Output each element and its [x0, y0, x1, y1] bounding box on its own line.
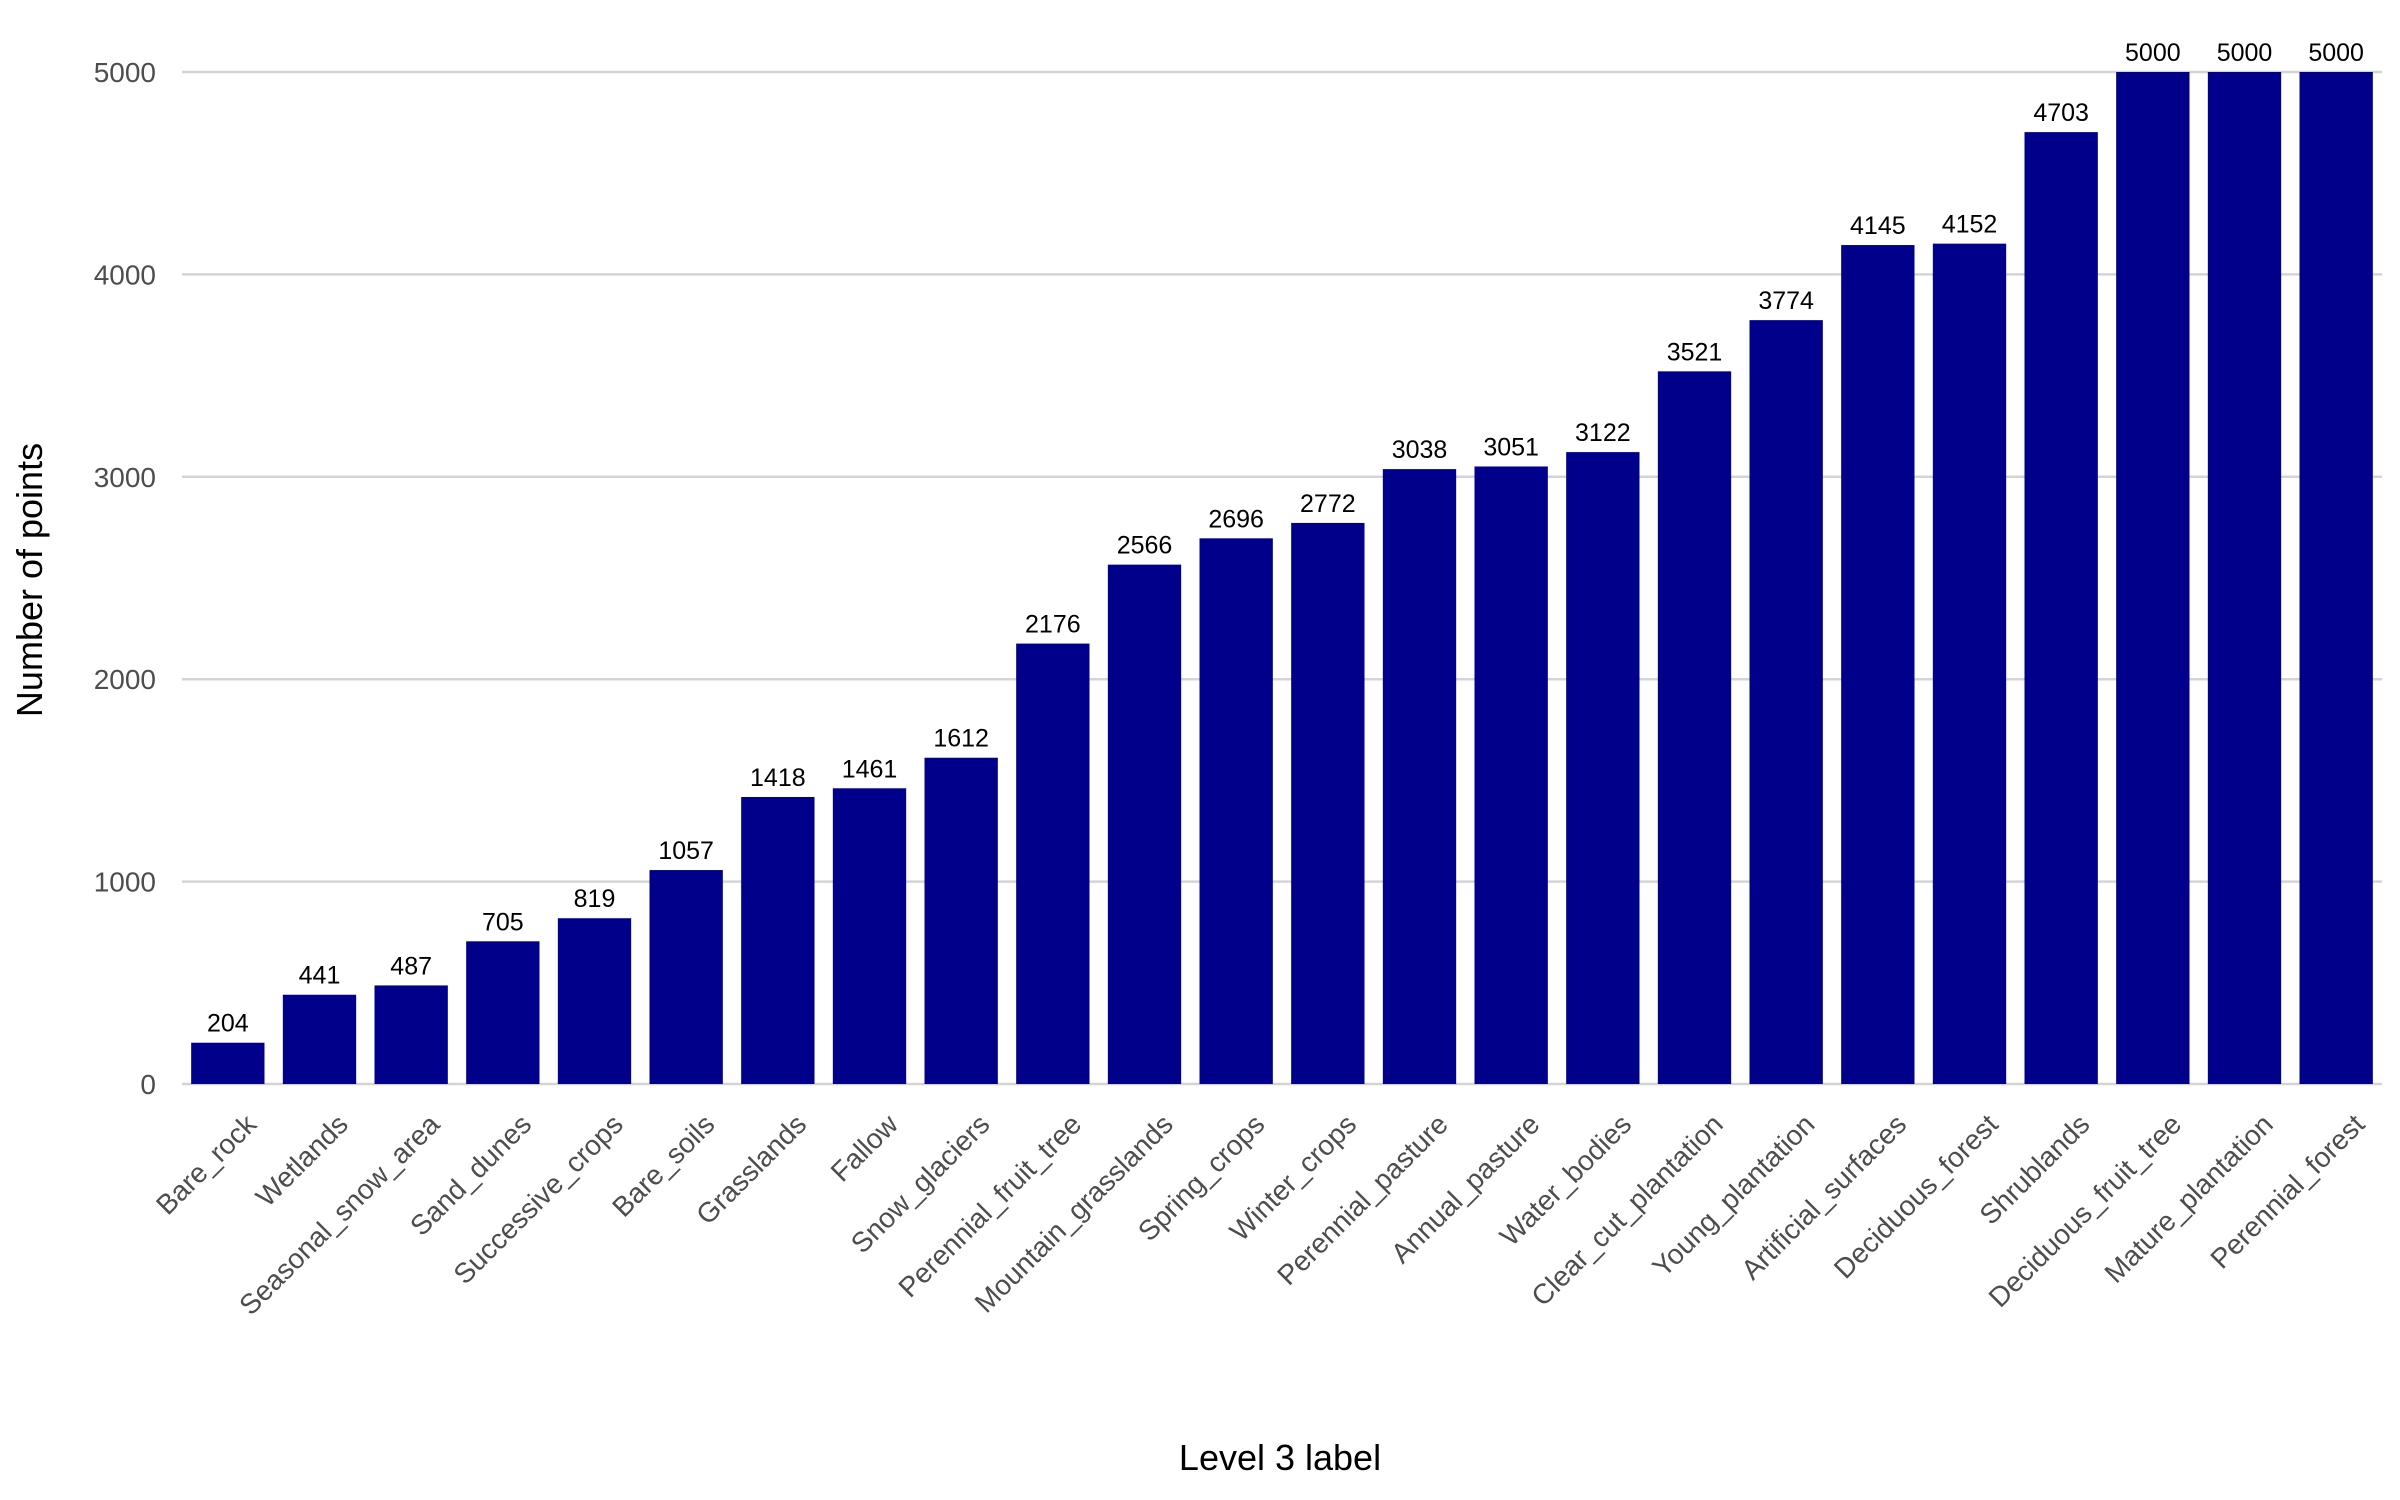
data-label: 204 — [207, 1010, 249, 1038]
data-label: 2176 — [1025, 611, 1081, 639]
data-labels: 204 441 487 705 819 1057 1418 1461 1612 2176 2566 2… — [207, 39, 2364, 1038]
bar-water-bodies — [1566, 452, 1640, 1085]
x-tick-label: Bare_rock — [150, 1108, 263, 1221]
data-label: 3122 — [1575, 419, 1631, 447]
y-tick-label: 2000 — [94, 664, 156, 695]
bar-shrublands — [2024, 132, 2098, 1084]
bar-wetlands — [282, 994, 357, 1084]
bar-bare-rock — [191, 1042, 265, 1084]
bar-spring-crops — [1199, 538, 1273, 1084]
bars — [191, 72, 2373, 1085]
x-axis-ticks: Bare_rockWetlandsSeasonal_snow_areaSand_… — [150, 1108, 2371, 1321]
data-label: 819 — [574, 885, 616, 913]
bar-deciduous-forest — [1932, 243, 2007, 1084]
data-label: 1461 — [842, 755, 898, 783]
y-tick-label: 3000 — [94, 462, 156, 493]
data-label: 4152 — [1942, 211, 1998, 239]
data-label: 4703 — [2033, 99, 2089, 127]
x-tick-label: Successive_crops — [447, 1108, 628, 1289]
x-tick-label: Perennial_forest — [2204, 1108, 2370, 1274]
y-axis-ticks: 0 1000 2000 3000 4000 5000 — [94, 57, 156, 1100]
y-tick-label: 4000 — [94, 259, 156, 290]
data-label: 1612 — [933, 725, 989, 753]
bar-perennial-fruit-tree — [1016, 643, 1090, 1084]
y-tick-label: 1000 — [94, 867, 156, 898]
data-label: 2696 — [1208, 505, 1264, 533]
bar-sand-dunes — [466, 941, 540, 1084]
bar-mature-plantation — [2207, 72, 2282, 1084]
data-label: 441 — [299, 962, 341, 990]
bar-seasonal-snow-area — [374, 985, 448, 1084]
data-label: 3774 — [1758, 287, 1814, 315]
bar-artificial-surfaces — [1841, 245, 1915, 1084]
x-tick-label: Perennial_fruit_tree — [892, 1108, 1087, 1303]
x-tick-label: Artificial_surfaces — [1735, 1108, 1912, 1285]
bar-snow-glaciers — [924, 757, 998, 1084]
bar-winter-crops — [1291, 522, 1365, 1084]
bar-bare-soils — [649, 870, 723, 1084]
bar-annual-pasture — [1474, 466, 1548, 1084]
bar-perennial-forest — [2299, 72, 2373, 1084]
data-label: 487 — [390, 952, 432, 980]
bar-successive-crops — [557, 918, 632, 1084]
bar-mountain-grasslands — [1107, 564, 1182, 1084]
data-label: 5000 — [2125, 39, 2181, 67]
bar-clear-cut-plantation — [1657, 371, 1732, 1084]
data-label: 3521 — [1667, 338, 1723, 366]
data-label: 3038 — [1392, 436, 1448, 464]
x-tick-label: Deciduous_forest — [1828, 1108, 2004, 1284]
x-tick-label: Mature_plantation — [2098, 1108, 2278, 1288]
bar-grasslands — [741, 796, 815, 1084]
bar-perennial-pasture — [1382, 469, 1457, 1085]
y-axis-title: Number of points — [9, 443, 50, 717]
x-tick-label: Young_plantation — [1646, 1108, 1820, 1282]
gridlines — [182, 70, 2382, 1086]
y-tick-label: 0 — [140, 1069, 156, 1100]
bar-fallow — [832, 788, 907, 1084]
data-label: 2566 — [1117, 532, 1173, 560]
data-label: 1418 — [750, 764, 806, 792]
bar-young-plantation — [1749, 320, 1823, 1084]
data-label: 4145 — [1850, 212, 1906, 240]
bar-deciduous-fruit-tree — [2116, 72, 2190, 1084]
x-axis-title: Level 3 label — [1179, 1437, 1381, 1478]
data-label: 2772 — [1300, 490, 1356, 518]
x-tick-label: Fallow — [825, 1108, 905, 1188]
data-label: 1057 — [658, 837, 714, 865]
x-tick-label: Perennial_pasture — [1271, 1108, 1454, 1291]
y-tick-label: 5000 — [94, 57, 156, 88]
data-label: 5000 — [2308, 39, 2364, 67]
data-label: 705 — [482, 908, 524, 936]
data-label: 3051 — [1483, 433, 1539, 461]
data-label: 5000 — [2217, 39, 2273, 67]
